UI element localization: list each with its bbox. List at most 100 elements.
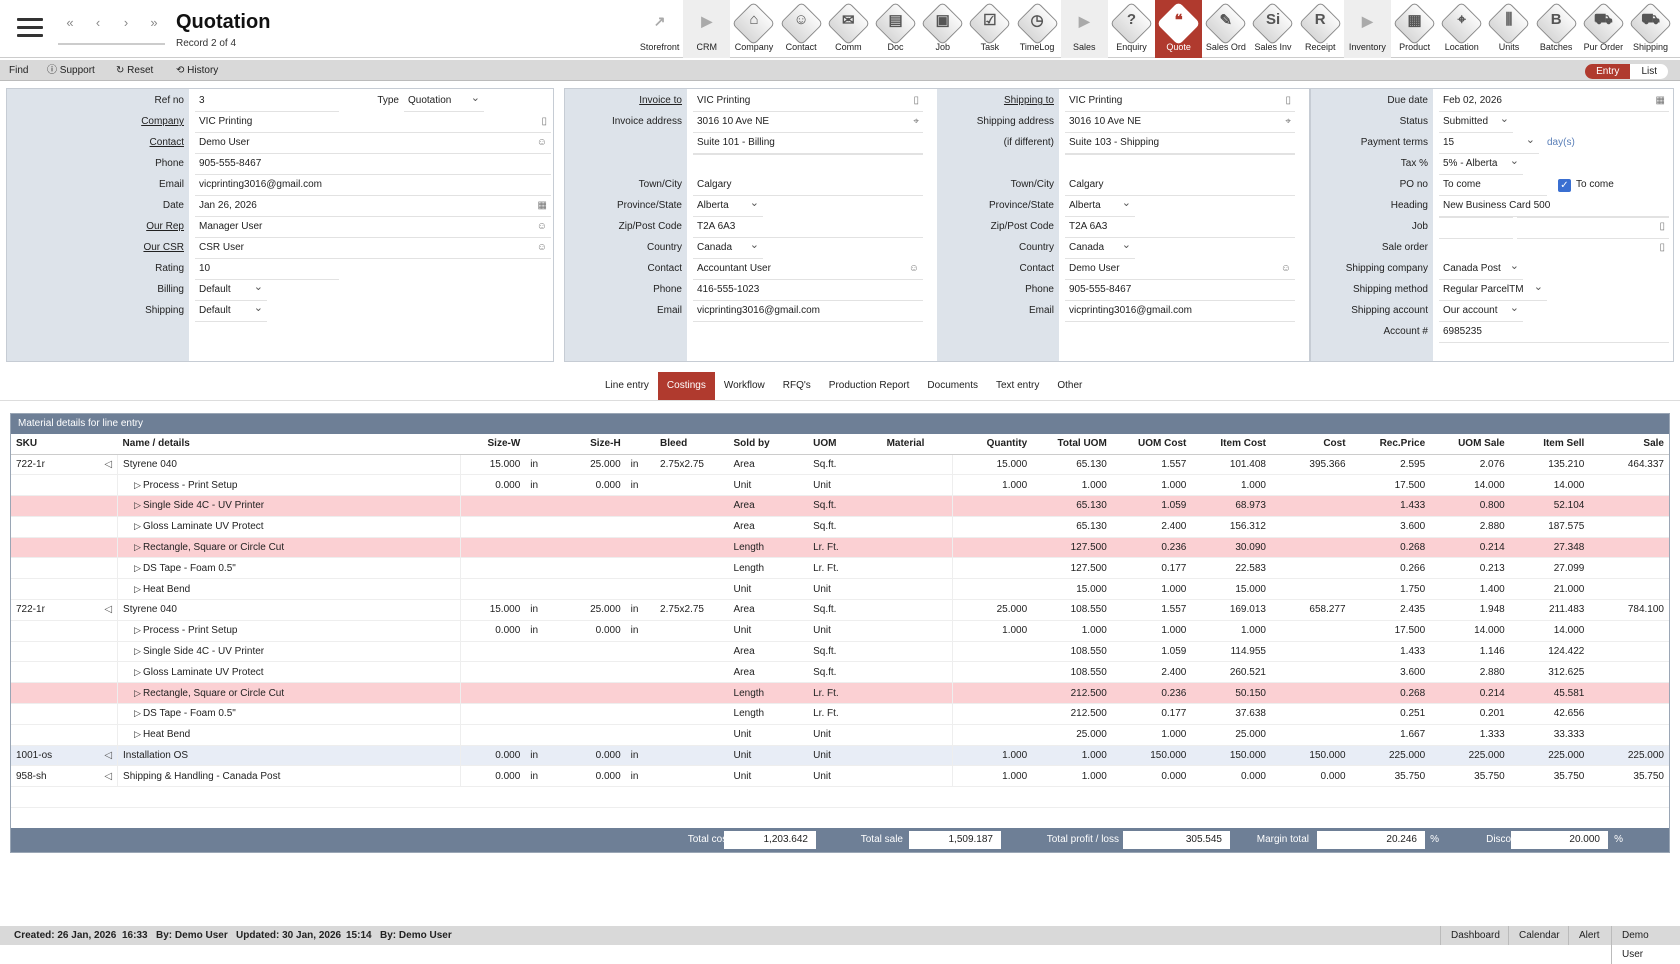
usale-cell[interactable]: 1.400: [1430, 578, 1510, 601]
uom-cell[interactable]: Unit: [808, 745, 882, 767]
rec-cell[interactable]: 225.000: [1350, 745, 1431, 767]
hu-cell[interactable]: [625, 682, 656, 705]
icost-cell[interactable]: 15.000: [1191, 578, 1271, 601]
expand-child-icon[interactable]: ▷: [134, 625, 141, 636]
shipping-company-select[interactable]: Canada Post: [1439, 256, 1523, 280]
shipping-province-select[interactable]: Alberta: [1065, 193, 1135, 217]
hu-cell[interactable]: [625, 641, 656, 663]
sold-cell[interactable]: Unit: [728, 765, 809, 788]
expand-child-icon[interactable]: ▷: [134, 646, 141, 657]
wu-cell[interactable]: [525, 703, 555, 725]
ucost-cell[interactable]: 0.000: [1111, 765, 1192, 788]
hu-cell[interactable]: [625, 724, 656, 746]
name-cell[interactable]: ▷ Rectangle, Square or Circle Cut: [117, 537, 461, 559]
sale-cell[interactable]: [1589, 516, 1669, 538]
expand-child-icon[interactable]: ▷: [134, 583, 141, 594]
bleed-cell[interactable]: [655, 537, 729, 559]
sold-cell[interactable]: Unit: [728, 474, 809, 497]
sku-cell[interactable]: 958-sh ◁: [11, 765, 119, 788]
module-enquiry[interactable]: ? Enquiry: [1108, 0, 1155, 58]
mat-cell[interactable]: [881, 682, 954, 705]
column-header[interactable]: SKU: [11, 434, 118, 455]
sku-cell[interactable]: [11, 641, 119, 663]
tuom-cell[interactable]: 15.000: [1032, 578, 1112, 601]
last-record-button[interactable]: »: [150, 15, 158, 30]
cost-cell[interactable]: [1270, 516, 1351, 538]
h-cell[interactable]: 0.000: [554, 620, 626, 642]
sale-cell[interactable]: [1589, 495, 1669, 517]
expand-child-icon[interactable]: ▷: [134, 542, 141, 553]
uom-cell[interactable]: Lr. Ft.: [808, 703, 882, 725]
total-cost-field[interactable]: 1,203.642: [724, 831, 816, 849]
tab-costings[interactable]: Costings: [657, 372, 715, 400]
icost-cell[interactable]: 0.000: [1191, 765, 1271, 788]
cost-cell[interactable]: [1270, 703, 1351, 725]
h-cell[interactable]: [554, 578, 626, 601]
qty-cell[interactable]: 25.000: [952, 599, 1033, 621]
rec-cell[interactable]: 0.268: [1350, 682, 1431, 705]
cost-cell[interactable]: [1270, 724, 1351, 746]
hu-cell[interactable]: [625, 578, 656, 601]
rec-cell[interactable]: 0.268: [1350, 537, 1431, 559]
expand-icon[interactable]: ◁: [104, 604, 113, 616]
module-location[interactable]: ⌖ Location: [1438, 0, 1485, 58]
wu-cell[interactable]: [525, 495, 555, 517]
cost-cell[interactable]: [1270, 682, 1351, 705]
usale-cell[interactable]: 1.146: [1430, 641, 1510, 663]
icost-cell[interactable]: 50.150: [1191, 682, 1271, 705]
mat-cell[interactable]: [881, 620, 954, 642]
cost-cell[interactable]: 658.277: [1270, 599, 1351, 621]
person-icon[interactable]: ☺: [1280, 263, 1291, 274]
mat-cell[interactable]: [881, 537, 954, 559]
sku-cell[interactable]: [11, 495, 119, 517]
sold-cell[interactable]: Length: [728, 703, 809, 725]
bleed-cell[interactable]: [655, 516, 729, 538]
wu-cell[interactable]: [525, 724, 555, 746]
module-job[interactable]: ▣ Job: [919, 0, 966, 58]
usale-cell[interactable]: 0.213: [1430, 557, 1510, 580]
tab-line-entry[interactable]: Line entry: [605, 380, 649, 391]
module-contact[interactable]: ☺ Contact: [778, 0, 825, 58]
sale-cell[interactable]: [1589, 661, 1669, 684]
sku-cell[interactable]: 1001-os ◁: [11, 745, 119, 767]
expand-child-icon[interactable]: ▷: [134, 729, 141, 740]
expand-icon[interactable]: ◁: [104, 750, 113, 762]
phone-field[interactable]: 905-555-8467: [195, 154, 551, 175]
isell-cell[interactable]: 27.348: [1509, 537, 1590, 559]
qty-cell[interactable]: [952, 537, 1033, 559]
tuom-cell[interactable]: 212.500: [1032, 682, 1112, 705]
calendar-link[interactable]: Calendar: [1508, 926, 1570, 945]
isell-cell[interactable]: 124.422: [1509, 641, 1590, 663]
h-cell[interactable]: [554, 724, 626, 746]
usale-cell[interactable]: 0.214: [1430, 537, 1510, 559]
icost-cell[interactable]: 1.000: [1191, 620, 1271, 642]
w-cell[interactable]: [460, 578, 526, 601]
previous-record-button[interactable]: ‹: [95, 15, 101, 30]
sku-cell[interactable]: [11, 578, 119, 601]
table-row[interactable]: ▷ Heat Bend Unit Unit 15.000 1.000 15.000 1.750…: [11, 578, 1669, 601]
sale-cell[interactable]: [1589, 703, 1669, 725]
name-cell[interactable]: Installation OS: [117, 745, 461, 767]
expand-icon[interactable]: ◁: [104, 458, 113, 470]
name-cell[interactable]: ▷ Rectangle, Square or Circle Cut: [117, 682, 461, 705]
ucost-cell[interactable]: 2.400: [1111, 516, 1192, 538]
sku-cell[interactable]: 722-1r ◁: [11, 599, 119, 621]
icost-cell[interactable]: 114.955: [1191, 641, 1271, 663]
module-company[interactable]: ⌂ Company: [730, 0, 777, 58]
rec-cell[interactable]: 0.251: [1350, 703, 1431, 725]
next-record-button[interactable]: ›: [123, 15, 129, 30]
rec-cell[interactable]: 17.500: [1350, 474, 1431, 497]
h-cell[interactable]: [554, 682, 626, 705]
isell-cell[interactable]: 225.000: [1509, 745, 1590, 767]
usale-cell[interactable]: 35.750: [1430, 765, 1510, 788]
isell-cell[interactable]: 33.333: [1509, 724, 1590, 746]
discount-field[interactable]: 20.000: [1511, 831, 1608, 849]
ucost-cell[interactable]: 1.000: [1111, 724, 1192, 746]
column-header[interactable]: Total UOM: [1032, 434, 1112, 455]
column-header[interactable]: Quantity: [952, 434, 1033, 455]
icost-cell[interactable]: 101.408: [1191, 454, 1271, 476]
sold-cell[interactable]: Area: [728, 495, 809, 517]
uom-cell[interactable]: Sq.ft.: [808, 599, 882, 621]
bleed-cell[interactable]: [655, 724, 729, 746]
name-cell[interactable]: ▷ Heat Bend: [117, 578, 461, 601]
